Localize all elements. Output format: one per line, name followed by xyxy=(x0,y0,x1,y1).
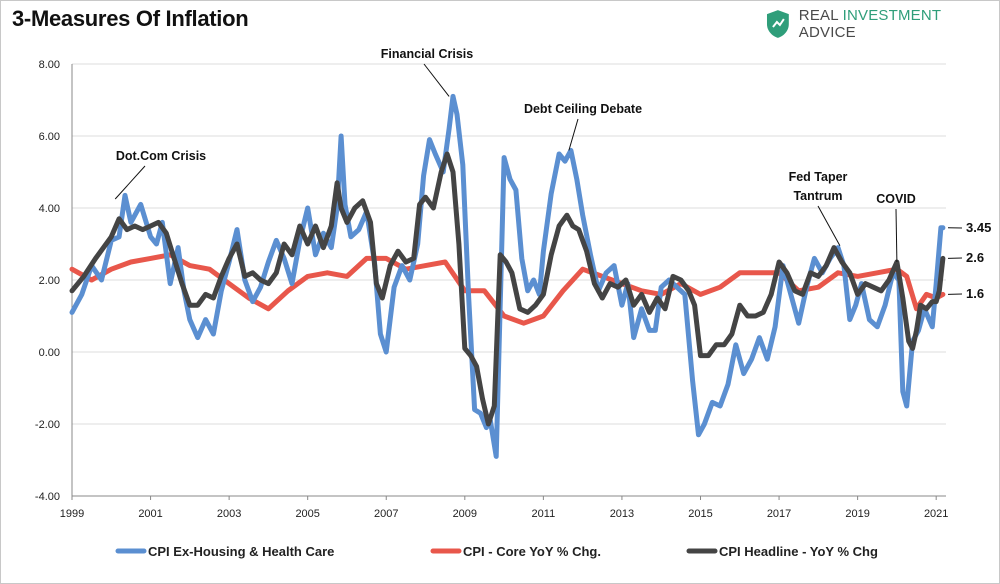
x-tick-label: 2021 xyxy=(924,508,948,520)
end-label: 2.6 xyxy=(966,250,984,265)
y-tick-label: 2.00 xyxy=(39,275,60,287)
x-tick-label: 2011 xyxy=(532,508,556,520)
y-tick-label: 8.00 xyxy=(39,59,60,71)
y-tick-label: -2.00 xyxy=(35,419,60,431)
annotation-leader xyxy=(895,208,898,263)
y-tick-label: 6.00 xyxy=(39,131,60,143)
x-tick-label: 2003 xyxy=(217,508,241,520)
annotation-leader xyxy=(423,63,450,97)
x-tick-label: 2005 xyxy=(295,508,319,520)
annotation-financial-crisis: Financial Crisis xyxy=(381,47,473,61)
legend-label: CPI Headline - YoY % Chg xyxy=(719,544,878,559)
y-tick-label: 0.00 xyxy=(39,347,60,359)
end-label: 3.45 xyxy=(966,220,991,235)
x-tick-label: 2019 xyxy=(845,508,869,520)
x-tick-label: 2013 xyxy=(610,508,634,520)
end-label: 1.6 xyxy=(966,286,984,301)
annotation-dotcom: Dot.Com Crisis xyxy=(116,149,206,163)
series-line-headline xyxy=(69,151,946,427)
annotation-fed-taper: Fed Taper xyxy=(789,170,848,184)
annotation-debt-ceiling: Debt Ceiling Debate xyxy=(524,102,642,116)
annotation-covid: COVID xyxy=(876,192,916,206)
x-tick-label: 2007 xyxy=(374,508,398,520)
chart-title: 3-Measures Of Inflation xyxy=(12,6,249,31)
annotation-leader xyxy=(114,165,146,200)
x-tick-label: 2017 xyxy=(767,508,791,520)
series-line-ex-housing xyxy=(69,93,946,459)
legend-label: CPI Ex-Housing & Health Care xyxy=(148,544,334,559)
shield-icon xyxy=(766,10,789,38)
x-tick-label: 2015 xyxy=(688,508,712,520)
y-tick-label: 4.00 xyxy=(39,203,60,215)
annotation-leader xyxy=(817,205,841,247)
legend-label: CPI - Core YoY % Chg. xyxy=(463,544,601,559)
brand-name: REAL INVESTMENT ADVICE xyxy=(798,7,941,41)
y-tick-label: -4.00 xyxy=(35,491,60,503)
x-tick-label: 1999 xyxy=(60,508,84,520)
annotation-leader xyxy=(568,118,579,151)
brand-logo: REAL INVESTMENT ADVICE xyxy=(765,7,1000,41)
annotation-fed-taper: Tantrum xyxy=(793,189,842,203)
x-tick-label: 2009 xyxy=(453,508,477,520)
x-tick-label: 2001 xyxy=(138,508,162,520)
